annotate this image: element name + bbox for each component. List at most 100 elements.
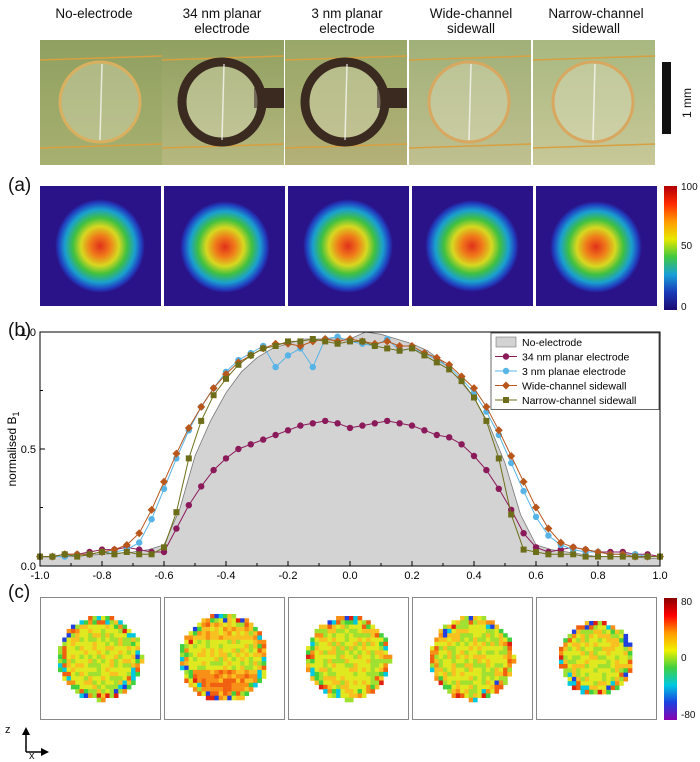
- series-4-point: [61, 551, 68, 558]
- x-tick-label: -0.8: [93, 570, 112, 580]
- x-tick-label: -0.6: [155, 570, 174, 580]
- series-3-point: [470, 384, 478, 393]
- series-3-point: [532, 503, 540, 512]
- series-1-point: [446, 434, 453, 441]
- colorbar-c-tick-min: -80: [681, 710, 696, 721]
- x-tick-label: 0.0: [342, 570, 357, 580]
- series-2-point: [545, 532, 552, 539]
- sample-photo-5: [533, 40, 655, 165]
- series-4-point: [161, 544, 167, 551]
- legend-entry-1: 34 nm planar electrode: [522, 352, 630, 364]
- series-3-point: [209, 384, 218, 393]
- series-1-point: [458, 441, 465, 448]
- series-3-point: [581, 545, 590, 554]
- series-3-point: [445, 360, 454, 369]
- series-3-point: [569, 543, 578, 552]
- series-1-point: [384, 417, 391, 425]
- series-4-point: [285, 338, 291, 345]
- b1-map-5: [536, 186, 657, 306]
- phase-map-3: [288, 597, 409, 720]
- series-4-point: [446, 366, 453, 373]
- series-4-point: [508, 511, 515, 518]
- series-3-point: [507, 452, 516, 461]
- series-4-point: [570, 551, 577, 558]
- x-tick-label: -1.0: [31, 570, 50, 580]
- series-4-point: [433, 359, 440, 366]
- series-1-point: [247, 441, 254, 448]
- series-1-point: [346, 424, 354, 432]
- series-4-point: [545, 551, 552, 558]
- legend-marker: [502, 353, 510, 360]
- series-4-point: [198, 417, 205, 424]
- phase-map-4: [412, 597, 533, 720]
- series-4-point: [99, 549, 105, 555]
- series-1-point: [396, 420, 403, 427]
- series-1-point: [334, 420, 341, 427]
- colorbar-a-tick-mid: 50: [681, 241, 693, 252]
- photo-title-3: 3 nm planar electrode: [311, 6, 383, 36]
- series-4-point: [235, 361, 242, 368]
- panel-label-b: (b): [8, 320, 32, 341]
- series-4-point: [384, 345, 391, 352]
- series-4-point: [533, 549, 539, 555]
- series-4-point: [49, 553, 56, 560]
- series-1-point: [470, 452, 478, 460]
- series-4-point: [272, 343, 279, 349]
- y-tick-label: 0.0: [21, 561, 36, 573]
- b1-map-1: [40, 186, 161, 306]
- series-4-point: [86, 551, 93, 558]
- series-1-point: [408, 422, 416, 429]
- b1-map-4: [412, 186, 533, 306]
- photo-title-1: No-electrode: [55, 6, 133, 21]
- series-2-point: [309, 363, 316, 371]
- series-2-point: [160, 485, 168, 492]
- colorbar-a: [664, 186, 677, 310]
- series-4-point: [74, 553, 81, 560]
- series-2-point: [148, 516, 155, 523]
- y-axis-label-subscript: 1: [11, 411, 21, 416]
- sample-photo-4: [409, 40, 531, 165]
- series-4-point: [210, 392, 217, 399]
- series-4-point: [495, 455, 502, 462]
- series-1-point: [309, 420, 316, 427]
- series-2-point: [520, 487, 527, 495]
- series-4-point: [632, 553, 639, 560]
- series-1-point: [322, 417, 329, 425]
- series-3-point: [556, 538, 565, 547]
- series-1-point: [520, 530, 527, 537]
- series-4-point: [247, 352, 254, 359]
- series-2-point: [284, 352, 292, 359]
- series-3-point: [147, 505, 156, 514]
- colorbar-c-tick-max: 80: [681, 597, 693, 608]
- series-3-point: [594, 547, 602, 556]
- phase-map-1: [40, 597, 161, 720]
- series-2-point: [272, 363, 279, 371]
- photo-title-2: 34 nm planar electrode: [182, 6, 262, 36]
- series-3-point: [160, 477, 168, 486]
- series-2-point: [136, 539, 143, 546]
- colorbar-c: [664, 598, 677, 720]
- colorbar-a-tick-min: 0: [681, 302, 687, 313]
- photo-title-4: Wide-channel sidewall: [429, 6, 513, 36]
- series-4-point: [483, 417, 490, 424]
- series-3-point: [395, 342, 404, 351]
- series-1-point: [359, 422, 366, 429]
- b1-map-3: [288, 186, 409, 306]
- series-4-point: [607, 553, 614, 560]
- series-1-point: [371, 420, 378, 427]
- series-4-point: [520, 546, 527, 553]
- series-4-point: [396, 347, 403, 354]
- sample-photo-3: [285, 40, 407, 165]
- legend-entry-2: 3 nm planae electrode: [522, 366, 626, 378]
- x-tick-label: 0.2: [404, 570, 419, 580]
- series-1-point: [495, 485, 502, 492]
- x-tick-label: 0.4: [466, 570, 481, 580]
- sample-photo-1: [40, 40, 162, 165]
- series-4-point: [359, 338, 366, 345]
- series-4-point: [260, 345, 267, 352]
- series-4-point: [409, 345, 415, 352]
- series-1-point: [557, 546, 564, 553]
- x-tick-label: -0.4: [217, 570, 236, 580]
- scale-bar: [662, 62, 671, 134]
- series-1-point: [173, 525, 180, 532]
